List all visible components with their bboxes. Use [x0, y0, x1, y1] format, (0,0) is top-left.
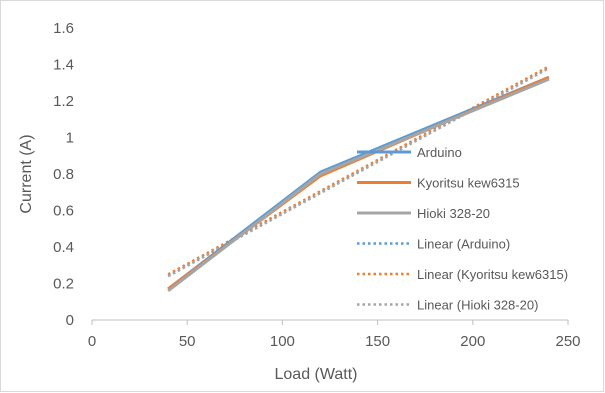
- y-tick-label: 1.4: [53, 57, 74, 74]
- y-tick-label: 0: [66, 312, 74, 329]
- y-tick-label: 0.8: [53, 166, 74, 183]
- x-tick-label: 100: [270, 333, 295, 350]
- legend: Arduino Kyoritsu kew6315 Hioki 328-20 Linea…: [357, 145, 568, 313]
- y-axis-title: Current (A): [18, 134, 35, 213]
- y-tick-label: 0.2: [53, 276, 74, 293]
- axes: 0 50 100 150 200 250 0 0.2 0.4 0.6 0.8 1 1.2 1.4 1.6: [53, 20, 580, 350]
- legend-label: Linear (Hioki 328-20): [417, 298, 538, 313]
- x-axis-title: Load (Watt): [275, 366, 358, 383]
- y-tick-label: 1.6: [53, 20, 74, 37]
- y-tick-label: 0.4: [53, 239, 74, 256]
- x-tick-label: 0: [88, 333, 96, 350]
- legend-label: Arduino: [417, 145, 462, 160]
- series-layer: [167, 65, 550, 292]
- y-tick-label: 0.6: [53, 203, 74, 220]
- y-tick-label: 1.2: [53, 93, 74, 110]
- legend-label: Linear (Kyoritsu kew6315): [417, 267, 568, 282]
- legend-label: Linear (Arduino): [417, 237, 510, 252]
- y-tick-label: 1: [66, 130, 74, 147]
- series-line-2: [167, 77, 550, 292]
- x-tick-label: 150: [365, 333, 390, 350]
- x-tick-label: 250: [555, 333, 580, 350]
- x-tick-label: 50: [179, 333, 196, 350]
- x-tick-label: 200: [460, 333, 485, 350]
- legend-label: Kyoritsu kew6315: [417, 176, 520, 191]
- legend-label: Hioki 328-20: [417, 206, 490, 221]
